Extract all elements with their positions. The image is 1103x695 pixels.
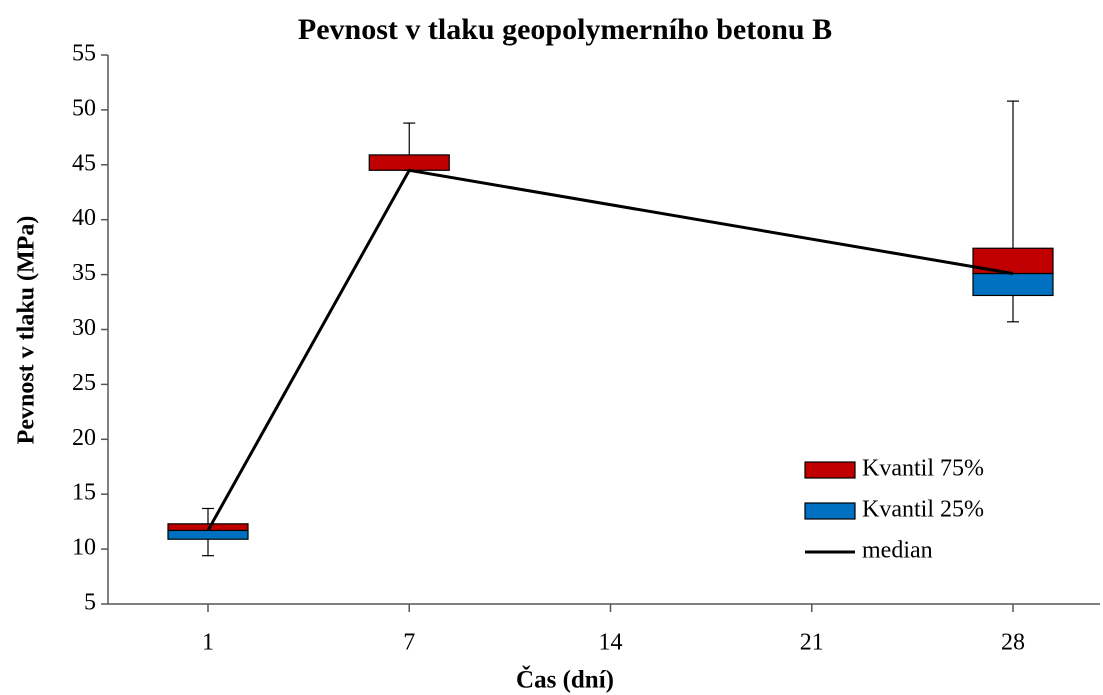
y-tick-label: 50 [72, 95, 96, 121]
y-tick-label: 40 [72, 205, 96, 231]
y-tick-label: 30 [72, 315, 96, 341]
y-tick-label: 20 [72, 425, 96, 451]
y-tick-label: 15 [72, 480, 96, 506]
legend-swatch [804, 461, 856, 479]
legend-swatch [804, 502, 856, 520]
box-lower [167, 529, 249, 540]
y-tick-label: 10 [72, 535, 96, 561]
x-tick-label: 7 [403, 630, 415, 656]
legend-label: Kvantil 25% [862, 497, 984, 523]
y-axis-label: Pevnost v tlaku (MPa) [14, 216, 40, 445]
legend-label: median [862, 538, 933, 564]
median-line [206, 168, 1014, 532]
y-tick-label: 5 [84, 590, 96, 616]
x-tick-label: 21 [800, 630, 824, 656]
x-tick-label: 14 [599, 630, 623, 656]
x-tick-label: 28 [1001, 630, 1025, 656]
x-axis-label: Čas (dní) [516, 665, 614, 694]
x-tick-label: 1 [202, 630, 214, 656]
box-upper [368, 154, 450, 171]
chart-title: Pevnost v tlaku geopolymerního betonu B [298, 13, 832, 46]
y-tick-label: 55 [72, 41, 96, 67]
legend-label: Kvantil 75% [862, 456, 984, 482]
y-tick-label: 25 [72, 370, 96, 396]
y-tick-label: 35 [72, 260, 96, 286]
box-lower [972, 272, 1054, 297]
y-tick-label: 45 [72, 150, 96, 176]
